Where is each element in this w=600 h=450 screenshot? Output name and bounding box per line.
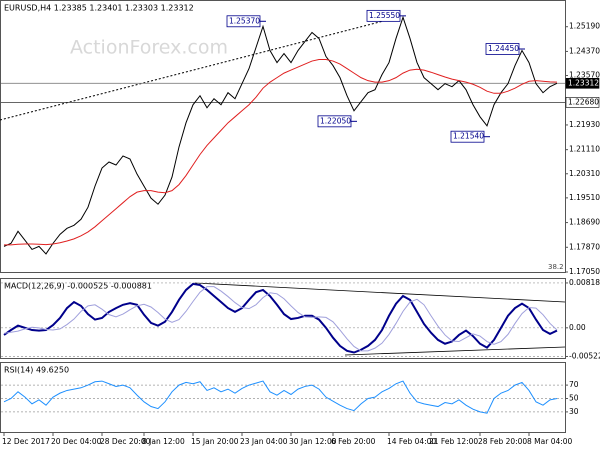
y-tick-label: 1.20310 bbox=[569, 169, 600, 178]
annotation-label: 1.21540 bbox=[453, 132, 484, 141]
x-tick-label: 8 Jan 12:00 bbox=[142, 437, 185, 446]
annotation-label: 1.25550 bbox=[369, 11, 400, 20]
y-tick-label: 1.23570 bbox=[569, 71, 600, 80]
y-tick-label: 30 bbox=[569, 407, 579, 416]
annotation-label: 1.24450 bbox=[488, 44, 519, 53]
macd-title: MACD(12,26,9) -0.000525 -0.000881 bbox=[4, 282, 152, 291]
price-level-label: 1.22680 bbox=[568, 97, 599, 106]
x-tick-label: 30 Jan 12:00 bbox=[289, 437, 337, 446]
y-tick-label: 1.21930 bbox=[569, 120, 600, 129]
annotation-box bbox=[366, 9, 401, 22]
annotation-box bbox=[226, 15, 261, 28]
x-tick-label: 20 Dec 04:00 bbox=[51, 437, 102, 446]
x-tick-label: 21 Feb 12:00 bbox=[429, 437, 478, 446]
chart-title: EURUSD,H4 1.23385 1.23401 1.23303 1.2331… bbox=[4, 4, 194, 13]
trend-line bbox=[194, 282, 566, 303]
rsi-title: RSI(14) 49.6250 bbox=[4, 366, 69, 375]
annotation-box bbox=[485, 43, 520, 55]
watermark: ActionForex.com bbox=[70, 37, 228, 59]
y-tick-label: 1.18690 bbox=[569, 218, 600, 227]
y-tick-label: 1.21110 bbox=[569, 145, 600, 154]
x-tick-label: 14 Feb 04:00 bbox=[387, 437, 436, 446]
annotation-box bbox=[450, 130, 485, 143]
price-panel bbox=[0, 0, 566, 273]
y-tick-label: 1.17050 bbox=[569, 267, 600, 276]
series-line bbox=[3, 15, 558, 255]
y-tick-label: 0.008182 bbox=[569, 278, 600, 287]
x-tick-label: 28 Feb 20:00 bbox=[478, 437, 527, 446]
series-line bbox=[3, 286, 558, 352]
series-line bbox=[3, 380, 558, 414]
price-level-box bbox=[565, 78, 600, 89]
x-tick-label: 8 Mar 04:00 bbox=[527, 437, 573, 446]
y-tick-label: 50 bbox=[569, 394, 579, 403]
y-tick-label: 1.17870 bbox=[569, 242, 600, 251]
trend-line bbox=[344, 346, 566, 356]
annotation-label: 1.22050 bbox=[320, 116, 351, 125]
y-tick-label: 1.25190 bbox=[569, 22, 600, 31]
x-tick-label: 28 Dec 20:00 bbox=[100, 437, 151, 446]
trend-line bbox=[0, 17, 396, 121]
rsi-panel bbox=[0, 362, 566, 433]
x-tick-label: 6 Feb 20:00 bbox=[331, 437, 376, 446]
y-tick-label: 1.24370 bbox=[569, 46, 600, 55]
x-tick-label: 23 Jan 04:00 bbox=[240, 437, 288, 446]
macd-panel bbox=[0, 278, 566, 359]
x-tick-label: 12 Dec 2017 bbox=[2, 437, 50, 446]
y-tick-label: 0.00 bbox=[569, 323, 586, 332]
y-tick-label: -0.005223 bbox=[569, 351, 600, 360]
series-line bbox=[3, 282, 558, 354]
x-tick-label: 15 Jan 20:00 bbox=[191, 437, 239, 446]
y-tick-label: 70 bbox=[569, 380, 579, 389]
price-level-box bbox=[565, 97, 600, 108]
series-line bbox=[4, 59, 558, 246]
annotation-label: 1.25370 bbox=[229, 16, 260, 25]
level-note: 38.2 bbox=[548, 263, 564, 271]
price-level-label: 1.23312 bbox=[568, 78, 599, 87]
annotation-box bbox=[317, 115, 352, 128]
y-tick-label: 1.19510 bbox=[569, 193, 600, 202]
